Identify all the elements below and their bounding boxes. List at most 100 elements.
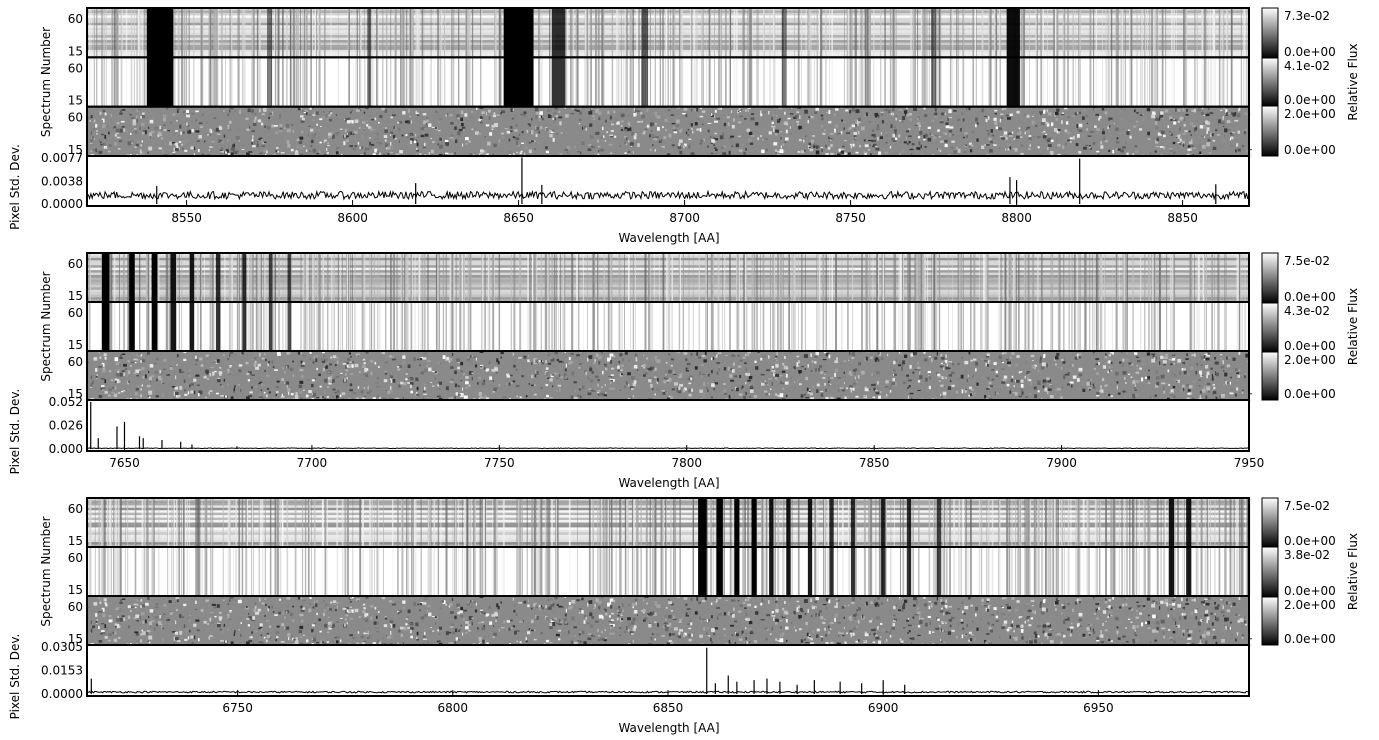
colorbar <box>1261 57 1279 107</box>
colorbar <box>1261 497 1279 548</box>
residual-image <box>87 106 1252 160</box>
std-series <box>86 447 1250 450</box>
std-ytick-label: 0.026 <box>49 419 83 433</box>
std-ytick-label: 0.0153 <box>41 663 83 677</box>
normalized-image <box>87 57 1249 107</box>
xtick-label: 7800 <box>671 456 702 470</box>
xtick-label: 8650 <box>503 211 534 225</box>
ylabel-std: Pixel Std. Dev. <box>8 144 22 230</box>
colorbar <box>1261 302 1279 353</box>
xtick-label: 6850 <box>653 701 684 715</box>
colorbar-min-label: 0.0e+00 <box>1284 45 1336 59</box>
ytick-label: 60 <box>68 12 83 26</box>
std-ytick-label: 0.0077 <box>41 151 83 165</box>
xlabel: Wavelength [AA] <box>618 231 719 245</box>
xtick-label: 7750 <box>484 456 515 470</box>
ytick-label: 60 <box>68 355 83 369</box>
std-ytick-label: 0.0000 <box>41 687 83 701</box>
ytick-label: 15 <box>68 387 83 401</box>
colorbar-min-label: 0.0e+00 <box>1284 632 1336 646</box>
std-ytick-label: 0.0305 <box>41 640 83 654</box>
xtick-label: 8600 <box>337 211 368 225</box>
xtick-label: 7700 <box>297 456 328 470</box>
ytick-label: 15 <box>68 44 83 58</box>
ylabel-spectrum: Spectrum Number <box>39 27 53 137</box>
ylabel-spectrum: Spectrum Number <box>39 516 53 626</box>
std-series <box>86 189 1250 201</box>
colorbar-max-label: 4.1e-02 <box>1284 59 1330 73</box>
residual-image <box>87 596 1252 649</box>
colorbar-max-label: 3.8e-02 <box>1284 548 1330 562</box>
colorbar-max-label: 2.0e+00 <box>1284 598 1336 612</box>
xlabel: Wavelength [AA] <box>618 721 719 735</box>
panel-3: 60 15 60 15 60 15 Spectrum Number 0.0000 0.0153 0… <box>8 497 1360 735</box>
colorbar-min-label: 0.0e+00 <box>1284 584 1336 598</box>
xtick-label: 8750 <box>835 211 866 225</box>
std-ytick-label: 0.000 <box>49 442 83 456</box>
std-panel-frame <box>86 155 1250 207</box>
flux-image <box>87 253 1249 303</box>
colorbar <box>1261 546 1279 598</box>
colorbar-label: Relative Flux <box>1346 288 1360 365</box>
colorbar-min-label: 0.0e+00 <box>1284 93 1336 107</box>
residual-image <box>87 351 1252 404</box>
ytick-label: 60 <box>68 61 83 75</box>
ytick-label: 60 <box>68 306 83 320</box>
colorbar <box>1261 351 1279 401</box>
ytick-label: 60 <box>68 111 83 125</box>
xtick-label: 8550 <box>171 211 202 225</box>
panel-1: 60 15 60 15 60 15 Spectrum Number 0.0000 0.0038 0… <box>8 7 1360 245</box>
colorbar-min-label: 0.0e+00 <box>1284 534 1336 548</box>
xtick-label: 8850 <box>1167 211 1198 225</box>
colorbar-max-label: 7.5e-02 <box>1284 254 1330 268</box>
ytick-label: 15 <box>68 338 83 352</box>
colorbar-min-label: 0.0e+00 <box>1284 290 1336 304</box>
ytick-label: 15 <box>68 94 83 108</box>
xtick-label: 6900 <box>868 701 899 715</box>
colorbar-max-label: 4.3e-02 <box>1284 304 1330 318</box>
xtick-label: 6800 <box>438 701 469 715</box>
flux-image <box>87 8 1249 58</box>
xtick-label: 6750 <box>222 701 253 715</box>
ytick-label: 60 <box>68 600 83 614</box>
std-ytick-label: 0.0038 <box>41 174 83 188</box>
flux-image <box>87 498 1251 548</box>
colorbar-max-label: 7.3e-02 <box>1284 9 1330 23</box>
colorbar-min-label: 0.0e+00 <box>1284 143 1336 157</box>
ytick-label: 15 <box>68 289 83 303</box>
xtick-label: 8800 <box>1001 211 1032 225</box>
colorbar-min-label: 0.0e+00 <box>1284 339 1336 353</box>
ylabel-spectrum: Spectrum Number <box>39 271 53 381</box>
ytick-label: 60 <box>68 502 83 516</box>
ytick-label: 15 <box>68 534 83 548</box>
colorbar-label: Relative Flux <box>1346 43 1360 120</box>
std-panel-frame <box>86 644 1250 697</box>
colorbar <box>1261 252 1279 304</box>
normalized-image <box>87 302 1249 351</box>
colorbar-max-label: 2.0e+00 <box>1284 107 1336 121</box>
std-ytick-label: 0.0000 <box>41 197 83 211</box>
ytick-label: 15 <box>68 143 83 157</box>
xtick-label: 7850 <box>859 456 890 470</box>
std-panel-frame <box>86 399 1250 452</box>
xtick-label: 7950 <box>1234 456 1265 470</box>
ytick-label: 15 <box>68 632 83 646</box>
xtick-label: 6950 <box>1083 701 1114 715</box>
xtick-label: 8700 <box>669 211 700 225</box>
ytick-label: 60 <box>68 257 83 271</box>
xtick-label: 7650 <box>109 456 140 470</box>
colorbar-min-label: 0.0e+00 <box>1284 387 1336 401</box>
ytick-label: 15 <box>68 583 83 597</box>
ytick-label: 60 <box>68 551 83 565</box>
colorbar-label: Relative Flux <box>1346 533 1360 610</box>
normalized-image <box>87 547 1251 596</box>
xtick-label: 7900 <box>1046 456 1077 470</box>
colorbar <box>1261 105 1279 157</box>
colorbar <box>1261 7 1279 59</box>
colorbar-max-label: 2.0e+00 <box>1284 353 1336 367</box>
xlabel: Wavelength [AA] <box>618 476 719 490</box>
ylabel-std: Pixel Std. Dev. <box>8 634 22 720</box>
colorbar <box>1261 596 1279 646</box>
std-ytick-label: 0.052 <box>49 395 83 409</box>
